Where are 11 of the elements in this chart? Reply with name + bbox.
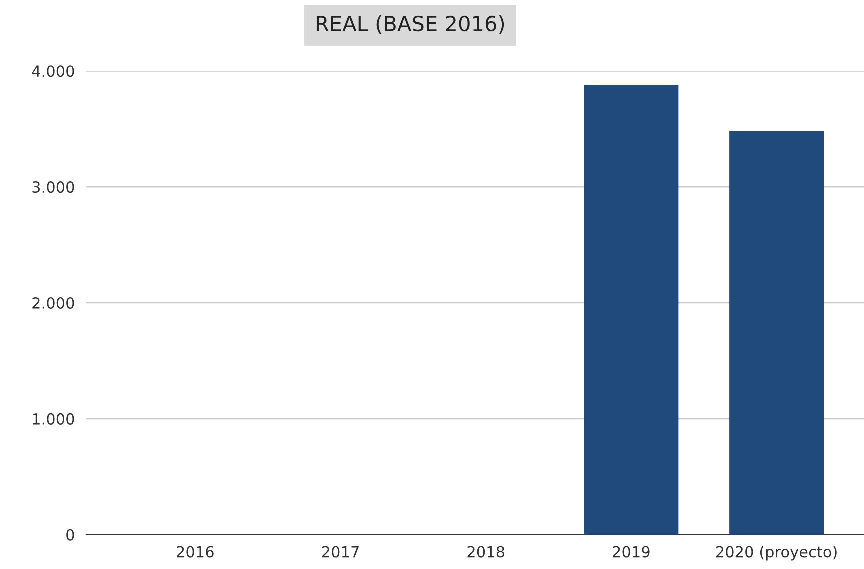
x-tick-label: 2017 — [322, 546, 359, 558]
y-tick-label: 3.000 — [32, 182, 74, 194]
x-tick-label: 2018 — [468, 546, 504, 558]
x-tick-label: 2020 (proyecto) — [716, 546, 837, 561]
y-tick-label: 0 — [66, 529, 74, 541]
x-tick-label: 2016 — [177, 546, 214, 558]
x-tick-label: 2019 — [613, 546, 650, 558]
y-tick-label: 1.000 — [33, 413, 74, 425]
y-tick-label: 4.000 — [32, 66, 74, 78]
chart-title: REAL (BASE 2016) — [316, 16, 504, 34]
y-tick-label: 2.000 — [32, 297, 74, 310]
